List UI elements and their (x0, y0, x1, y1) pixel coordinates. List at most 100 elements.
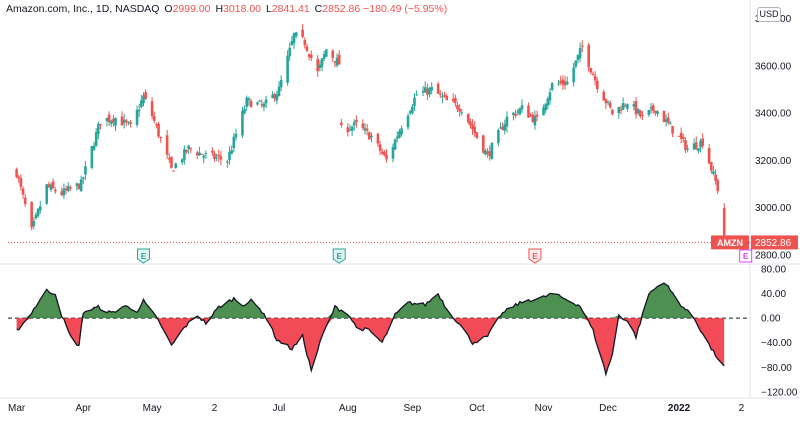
candle (486, 148, 489, 158)
candle-body (557, 83, 560, 85)
candle (260, 99, 264, 108)
candle (247, 96, 251, 106)
candle-body (636, 109, 640, 114)
candle-body (378, 144, 382, 151)
earnings-marker-label: E (532, 252, 538, 261)
candle-body (361, 123, 365, 129)
candle-body (23, 197, 27, 205)
candle-body (473, 127, 477, 134)
candle (245, 95, 249, 111)
time-tick-label: Nov (535, 403, 553, 414)
candle-body (187, 145, 190, 149)
candle-body (490, 143, 494, 160)
candle-body (426, 88, 429, 95)
candle-body (150, 101, 154, 117)
candle-body (595, 80, 599, 90)
candle-body (565, 81, 569, 85)
candle (701, 133, 704, 149)
candle (213, 150, 216, 162)
candle (436, 81, 440, 95)
candle-body (443, 95, 446, 97)
candle-body (368, 132, 371, 140)
candle (135, 105, 139, 128)
last-price-label: 2852.86 (755, 238, 792, 249)
candle-body (290, 40, 294, 45)
candle (340, 118, 343, 128)
candle-body (722, 207, 726, 243)
candle (591, 71, 595, 76)
candle (333, 61, 337, 68)
candle-body (608, 102, 612, 108)
candle-body (415, 94, 418, 96)
candle (120, 111, 124, 126)
candle (666, 112, 670, 126)
candle (286, 50, 289, 86)
candle (49, 182, 53, 193)
candle (441, 92, 444, 104)
candle (656, 110, 659, 117)
candle-body (593, 75, 597, 81)
time-tick-label: May (143, 403, 162, 414)
candle-body (682, 137, 685, 140)
candle (172, 170, 175, 172)
candle-body (129, 121, 132, 124)
candle (363, 123, 367, 135)
candle (561, 75, 565, 91)
earnings-marker-box (136, 248, 150, 264)
candle (395, 131, 399, 143)
close-label: C (314, 3, 323, 15)
candle (241, 106, 244, 139)
candle (264, 95, 268, 108)
time-tick-label: Oct (469, 403, 485, 414)
candle (142, 92, 145, 107)
candle (634, 97, 638, 119)
candle-body (264, 99, 268, 104)
candle-body (195, 152, 199, 156)
candle (320, 57, 324, 72)
time-tick-label: Apr (75, 403, 91, 414)
candle (565, 76, 569, 86)
candle-body (535, 114, 539, 117)
candle (505, 111, 509, 133)
candle-body (189, 148, 193, 150)
candle (692, 138, 696, 150)
candle (482, 134, 485, 155)
candle-body (395, 136, 399, 139)
candle (716, 178, 720, 195)
candle (124, 118, 128, 127)
candle (217, 149, 221, 163)
candle (686, 144, 689, 153)
time-tick-label: Sep (403, 403, 421, 414)
candle-body (219, 156, 223, 160)
candle (709, 161, 713, 174)
candle-body (258, 100, 261, 102)
candle-body (69, 187, 72, 189)
currency-badge[interactable]: USD (757, 7, 781, 22)
candle-body (370, 136, 373, 138)
candle (81, 176, 85, 185)
candle (608, 100, 612, 110)
candle (393, 138, 397, 151)
candle-body (320, 58, 324, 67)
candle-body (482, 135, 485, 153)
ticker-label: AMZN (717, 238, 743, 248)
candle-body (286, 55, 289, 83)
candle-body (84, 166, 87, 175)
candle-body (180, 159, 184, 163)
candle (466, 113, 470, 125)
candle-body (316, 58, 320, 72)
candle-body (109, 120, 113, 124)
candle (140, 95, 143, 109)
candle-body (428, 88, 431, 95)
candle-body (202, 155, 206, 158)
candle-body (533, 115, 537, 126)
candle-body (47, 184, 51, 187)
candle (550, 82, 554, 92)
candle (200, 153, 203, 155)
candle (307, 53, 311, 61)
candle-body (709, 162, 713, 171)
candle-body (639, 110, 642, 117)
close-value: 2852.86 (322, 3, 361, 15)
